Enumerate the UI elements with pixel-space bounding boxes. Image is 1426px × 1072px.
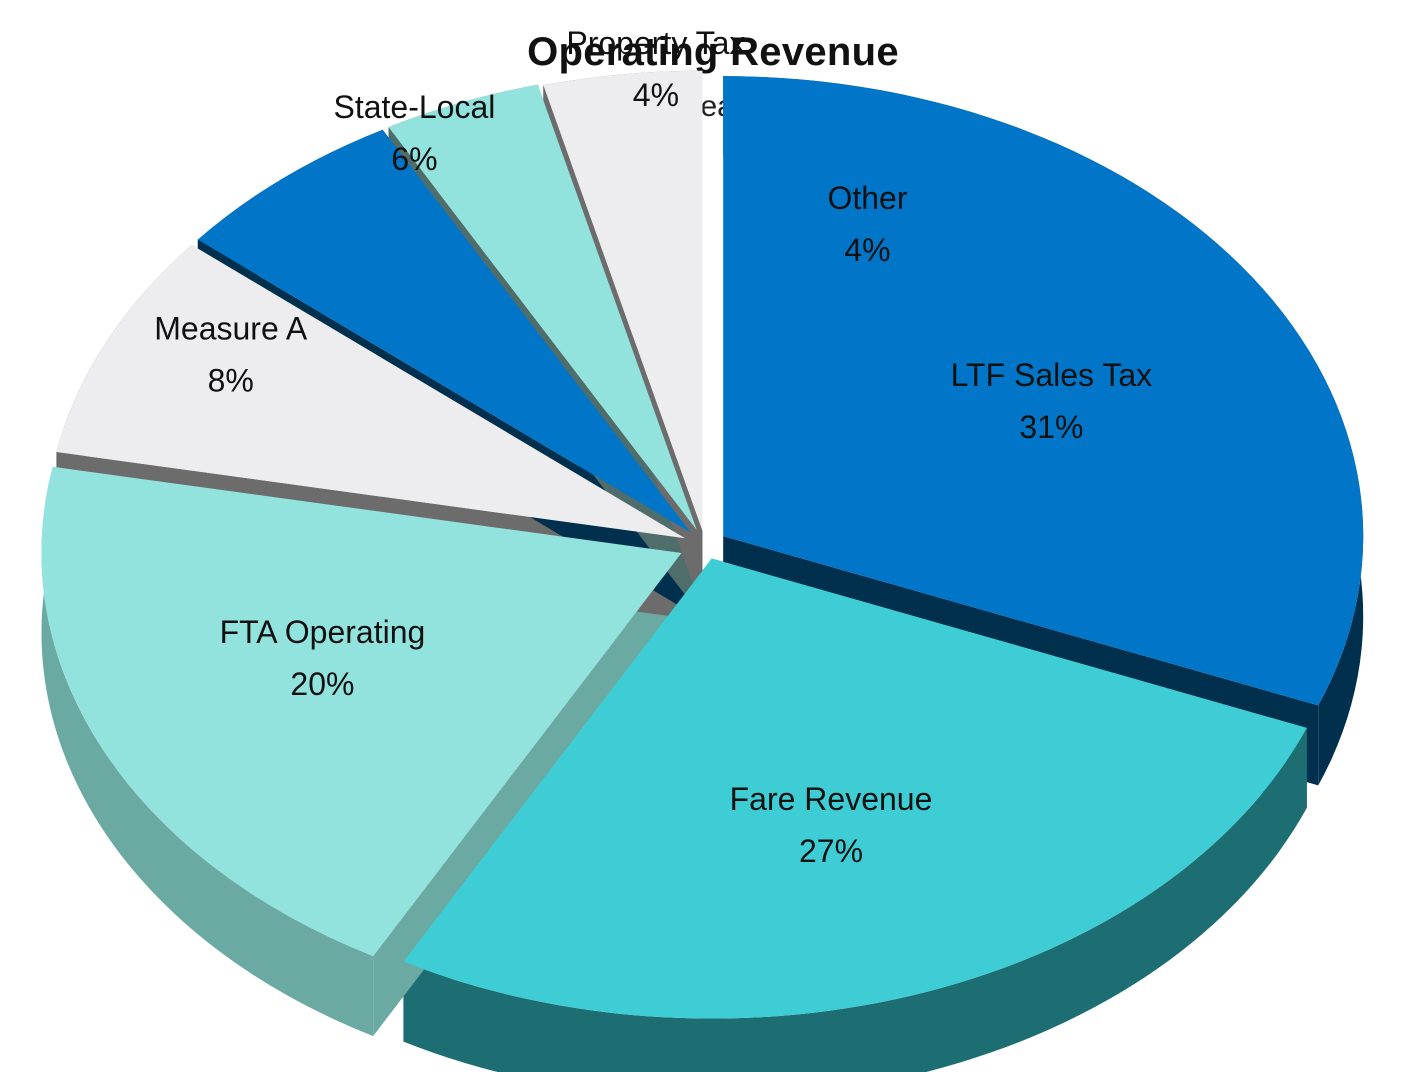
slice-ltf-sales-tax <box>723 76 1364 706</box>
slice-other-label: Other <box>827 180 907 216</box>
slice-fare-revenue-side <box>403 727 1307 1072</box>
chart-title: Operating Revenue <box>527 30 899 74</box>
slice-fare-revenue <box>403 558 1307 1019</box>
slice-fta-operating-label: FTA Operating <box>220 614 426 650</box>
slice-state-local <box>197 129 691 533</box>
slice-fta-operating-side <box>41 466 374 1037</box>
slice-fare-revenue-label: Fare Revenue <box>730 781 933 817</box>
slice-other-value-label: 4% <box>844 232 890 268</box>
slice-measure-a-value-label: 8% <box>208 363 254 399</box>
slice-property-tax-label: Property Tax <box>566 25 745 61</box>
slice-property-tax <box>388 84 697 531</box>
slice-ltf-sales-tax-value-label: 31% <box>1019 409 1083 445</box>
slice-ltf-sales-tax-label: LTF Sales Tax <box>951 357 1153 393</box>
slice-fta-operating-value-label: 20% <box>290 666 354 702</box>
slice-state-local-label: State-Local <box>334 89 496 125</box>
slice-other <box>543 70 703 531</box>
slice-measure-a <box>56 245 686 539</box>
slice-measure-a-label: Measure A <box>154 311 308 347</box>
slice-fta-operating <box>41 466 682 957</box>
pie-top-layer <box>41 70 1364 1019</box>
slice-state-local-value-label: 6% <box>391 141 437 177</box>
pie-label-layer: LTF Sales Tax 31% Fare Revenue 27% FTA Opera… <box>154 25 1152 869</box>
slice-fare-revenue-value-label: 27% <box>799 833 863 869</box>
slice-property-tax-value-label: 4% <box>633 77 679 113</box>
